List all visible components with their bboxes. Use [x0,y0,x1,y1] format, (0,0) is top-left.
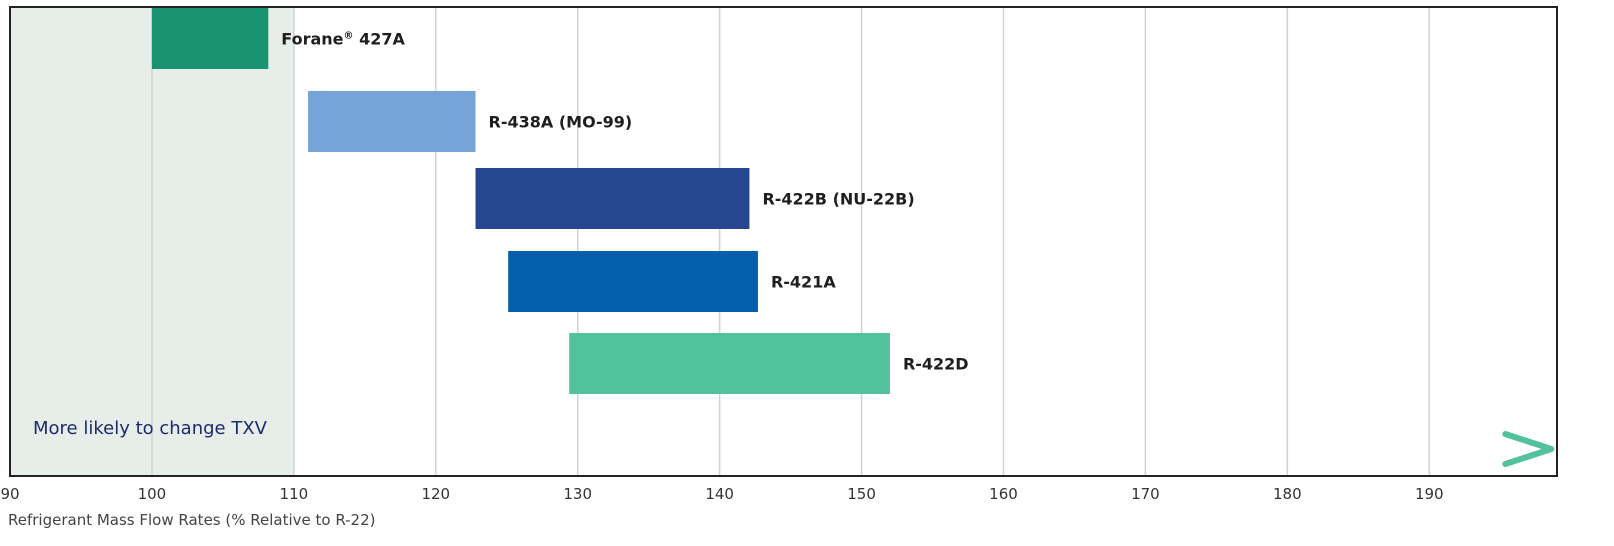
x-tick-label: 180 [1273,485,1302,503]
bars [151,8,890,394]
bar [569,333,890,394]
gridlines [151,7,1431,476]
x-tick-label: 110 [280,485,309,503]
x-tick-label: 150 [847,485,876,503]
x-tick-label: 160 [989,485,1018,503]
x-tick-label: 100 [138,485,167,503]
bar-label: R-422B (NU-22B) [762,190,914,209]
bar [508,251,758,312]
x-axis-ticks: 90 100 110 120 130 140 150 160 170 180 190 [0,485,1443,503]
bar [151,8,269,69]
x-tick-label: 120 [421,485,450,503]
bar-labels: Forane® 427A R-438A (MO-99) R-422B (NU-22B… [281,30,968,374]
bar-label: Forane® 427A [281,30,405,49]
bar-label: R-438A (MO-99) [489,113,633,132]
x-tick-label: 190 [1415,485,1444,503]
x-tick-label: 140 [705,485,734,503]
txv-arrow-head [1502,431,1555,467]
bar [308,91,476,152]
bar-label: R-422D [903,355,969,374]
plot-frame [9,6,1558,477]
x-tick-label: 90 [0,485,19,503]
x-tick-label: 130 [563,485,592,503]
x-tick-label: 170 [1131,485,1160,503]
x-axis-label: Refrigerant Mass Flow Rates (% Relative … [8,511,376,529]
txv-arrow: More likely to change TXV [30,418,1555,467]
bar [475,168,750,229]
txv-annotation: More likely to change TXV [33,418,268,439]
bar-label: R-421A [771,273,836,292]
